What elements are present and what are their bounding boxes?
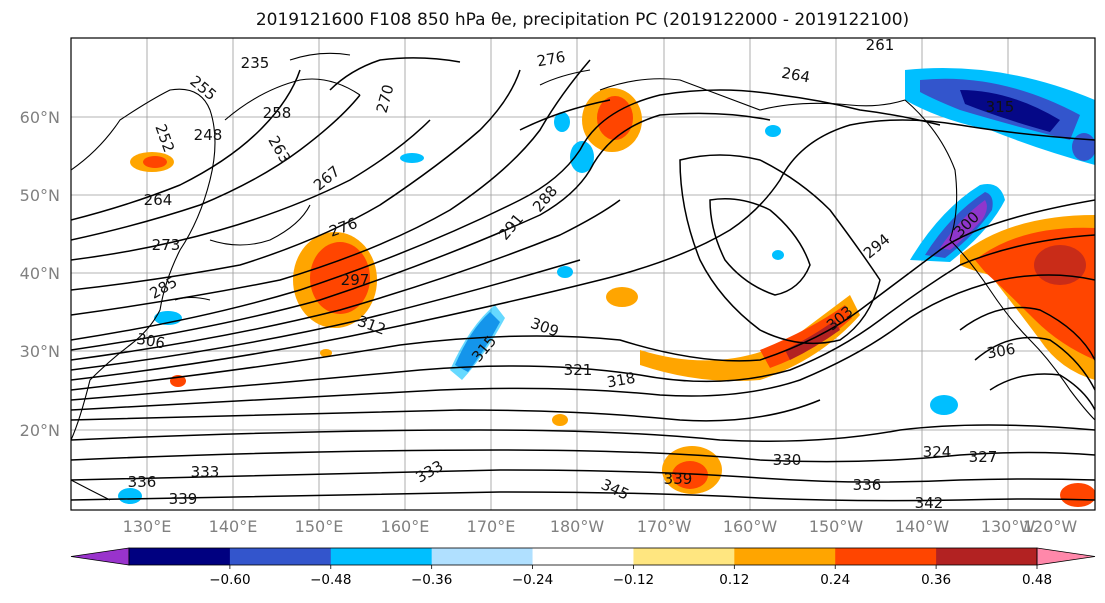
lon-label: 180°W <box>550 517 605 536</box>
lon-label: 160°W <box>723 517 778 536</box>
precip-patch <box>1034 245 1086 285</box>
colorbar-tick-label: 0.48 <box>1022 572 1052 588</box>
lon-label: 160°E <box>381 517 430 536</box>
precip-patch <box>450 305 505 380</box>
coastlines <box>71 52 1095 501</box>
figure-title: 2019121600 F108 850 hPa θe, precipitatio… <box>255 10 910 30</box>
contour-label: 258 <box>263 104 292 122</box>
precip-patch <box>554 112 570 132</box>
colorbar-segment <box>835 548 937 565</box>
precip-patch <box>320 349 332 357</box>
latitude-labels: 60°N 50°N 40°N 30°N 20°N <box>20 108 60 440</box>
precip-patch <box>597 96 633 140</box>
precip-patch <box>672 461 708 489</box>
lon-label: 140°W <box>895 517 950 536</box>
contour-label: 276 <box>535 48 566 71</box>
colorbar-tick-label: −0.60 <box>209 572 250 588</box>
colorbar <box>70 547 1096 566</box>
contour-label: 336 <box>128 473 157 491</box>
precip-patch <box>118 488 142 504</box>
colorbar-tick-label: 0.12 <box>719 572 749 588</box>
contour-label: 273 <box>152 236 181 254</box>
lon-label: 150°W <box>809 517 864 536</box>
colorbar-extend-high <box>1036 547 1096 566</box>
colorbar-segment <box>734 548 836 565</box>
contour-label: 264 <box>144 191 173 209</box>
colorbar-segment <box>633 548 735 565</box>
precip-patch <box>1060 483 1095 507</box>
contour-label: 315 <box>986 98 1015 116</box>
map-frame <box>70 37 1096 511</box>
colorbar-segment <box>431 548 534 565</box>
contour-label: 297 <box>341 271 370 289</box>
precip-patch <box>570 141 594 173</box>
contour-label: 327 <box>969 448 998 466</box>
contour-label: 306 <box>985 340 1016 363</box>
contour-label: 264 <box>780 64 811 87</box>
contour-label: 318 <box>605 369 636 392</box>
contour-label: 321 <box>564 361 593 379</box>
lat-label: 60°N <box>20 108 60 127</box>
lon-label: 130°W <box>981 517 1036 536</box>
precip-patch <box>310 242 370 314</box>
colorbar-tick-label: −0.12 <box>613 572 654 588</box>
precip-patch <box>940 200 987 250</box>
precip-patch <box>772 250 784 260</box>
contour-label: 333 <box>191 463 220 481</box>
lat-label: 50°N <box>20 186 60 205</box>
lon-label: 170°E <box>467 517 516 536</box>
precip-patch <box>930 395 958 415</box>
precip-patch <box>960 90 1060 132</box>
precip-patch <box>785 320 840 360</box>
colorbar-extend-low <box>70 547 130 566</box>
precip-patch <box>1072 133 1095 161</box>
precip-patch <box>552 414 568 426</box>
precipitation-shading <box>118 68 1095 507</box>
lat-label: 20°N <box>20 421 60 440</box>
colorbar-segment <box>129 548 231 565</box>
precip-patch <box>400 153 424 163</box>
precip-patch <box>606 287 638 307</box>
contour-label: 306 <box>135 330 166 353</box>
contour-label: 235 <box>241 54 270 72</box>
colorbar-tick-label: −0.24 <box>512 572 553 588</box>
lon-label: 150°E <box>295 517 344 536</box>
colorbar-tick-label: −0.48 <box>310 572 351 588</box>
precip-patch <box>640 295 860 381</box>
lat-label: 40°N <box>20 264 60 283</box>
lon-label: 170°W <box>637 517 692 536</box>
lon-label: 120°W <box>1023 517 1078 536</box>
contour-label: 330 <box>773 451 802 469</box>
precip-patch <box>143 156 167 168</box>
lon-label: 130°E <box>123 517 172 536</box>
lat-label: 30°N <box>20 342 60 361</box>
contour-label: 339 <box>664 470 693 488</box>
theta-e-contours <box>71 57 1095 502</box>
colorbar-tick-label: 0.24 <box>820 572 850 588</box>
contour-label: 339 <box>169 490 198 508</box>
precip-patch <box>765 125 781 137</box>
contour-label: 261 <box>866 36 895 54</box>
contour-label: 342 <box>915 494 944 512</box>
colorbar-segment <box>330 548 433 565</box>
contour-label: 324 <box>923 443 952 461</box>
contour-label: 248 <box>194 126 223 144</box>
colorbar-tick-label: −0.36 <box>411 572 452 588</box>
colorbar-frame <box>128 547 1038 566</box>
colorbar-tick-label: 0.36 <box>921 572 951 588</box>
precip-patch <box>557 266 573 278</box>
longitude-labels: 130°E 140°E 150°E 160°E 170°E 180°W 170°W 160°W… <box>123 517 1078 536</box>
lon-label: 140°E <box>209 517 258 536</box>
contour-label: 336 <box>853 476 882 494</box>
colorbar-segment <box>936 548 1038 565</box>
colorbar-tick-labels: −0.60 −0.48 −0.36 −0.24 −0.12 0.12 0.24 0.36 0.4… <box>209 565 1052 588</box>
colorbar-segment <box>532 548 634 565</box>
colorbar-segment <box>229 548 332 565</box>
